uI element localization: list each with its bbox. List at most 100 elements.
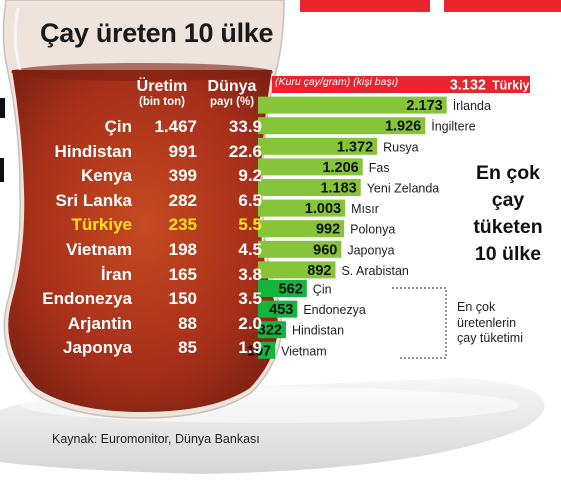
production-cell: 1.467 <box>154 117 197 136</box>
top-white-gap <box>430 0 444 12</box>
bar-country-label: Çin <box>313 283 332 297</box>
side-title-line: En çok <box>476 162 540 184</box>
bar-country-label: S. Arabistan <box>341 264 408 278</box>
production-cell: 165 <box>168 264 197 284</box>
consumption-bars: 3.132 Türkiye 2.173 İrlanda 1.926 İngiltere 1.… <box>247 76 537 359</box>
production-cell: 282 <box>168 190 197 210</box>
share-cell: 22.6 <box>228 141 262 161</box>
country-cell: Endonezya <box>42 289 132 309</box>
bar-m-s-r <box>258 199 346 217</box>
production-cell: 150 <box>168 289 197 309</box>
bar-country-label: Polonya <box>350 223 395 237</box>
share-cell: 1.9 <box>238 338 262 358</box>
share-header-sub: payı (%) <box>209 95 255 108</box>
bar-value-label: 453 <box>269 302 293 318</box>
bar-endonezya <box>258 300 298 318</box>
bar-japonya <box>258 240 342 258</box>
table-row: Kenya 399 9.2 <box>12 166 262 190</box>
side-note-line: En çok <box>457 300 496 314</box>
bar-value-label: 1.183 <box>320 181 356 197</box>
bar-fas <box>258 158 363 176</box>
production-cell: 399 <box>168 166 197 186</box>
bar-country-label: Fas <box>369 161 390 175</box>
production-header-sub: (bin ton) <box>139 95 185 108</box>
production-cell: 85 <box>178 338 197 358</box>
table-row: Sri Lanka 282 6.5 <box>12 191 262 215</box>
production-cell: 198 <box>168 240 197 259</box>
side-title-line: çay <box>491 188 525 211</box>
share-cell: 33.9 <box>228 117 262 136</box>
bar-s-arabistan <box>258 261 336 279</box>
bar-country-label: Hindistan <box>292 324 344 338</box>
bar-country-label: Yeni Zelanda <box>367 182 440 196</box>
edge-mark-bottom <box>0 158 4 182</box>
table-row: Arjantin 88 2.0 <box>12 314 262 338</box>
share-cell: 2.0 <box>238 313 262 333</box>
bar-country-label: İrlanda <box>453 99 491 113</box>
table-row: Hindistan 991 22.6 <box>12 142 262 166</box>
bar-country-label: Rusya <box>383 140 418 154</box>
country-cell: Arjantin <box>67 313 132 333</box>
page-title: Çay üreten 10 ülke <box>40 18 274 48</box>
share-cell: 5.5 <box>238 215 262 235</box>
side-note: En çok üretenlerin çay tüketimi <box>457 300 523 347</box>
bar-value-label: 1.926 <box>385 119 421 135</box>
country-cell: Hindistan <box>54 141 132 161</box>
bar-value-label: 322 <box>258 323 282 339</box>
production-cell: 88 <box>178 313 197 333</box>
consumption-note: (Kuru çay/gram) (kişi başı) <box>275 76 399 88</box>
country-cell: Sri Lanka <box>55 190 132 210</box>
side-title: En çok çay tüketen 10 ülke <box>455 160 561 268</box>
edge-mark-top <box>0 98 5 118</box>
bar--in <box>258 280 307 297</box>
share-cell: 3.8 <box>238 264 262 284</box>
bar-value-label: 197 <box>247 343 271 359</box>
production-header-main: Üretim <box>136 78 188 95</box>
group-bracket <box>392 287 447 359</box>
country-cell: Japonya <box>63 338 132 358</box>
bar-value-label: 992 <box>316 222 340 238</box>
production-cell: 991 <box>168 141 197 161</box>
bar-value-label: 892 <box>307 263 331 279</box>
side-note-line: üretenlerin <box>457 315 517 330</box>
bar-rusya <box>258 137 378 155</box>
bar-value-label: 1.372 <box>337 139 373 155</box>
country-cell: İran <box>100 264 132 284</box>
source-text: Kaynak: Euromonitor, Dünya Bankası <box>52 432 260 446</box>
bar-country-label: İngiltere <box>431 120 476 134</box>
tea-liquid <box>8 70 278 412</box>
bar-value-label: 960 <box>313 242 337 258</box>
bar-country-label: Endonezya <box>303 303 366 317</box>
bar-i-rlanda <box>258 96 447 114</box>
side-title-line: tüketen <box>473 215 543 238</box>
country-cell: Vietnam <box>66 240 132 259</box>
share-header: Dünya payı (%) <box>200 78 264 108</box>
bar-value-label: 1.206 <box>322 160 358 176</box>
table-row: Japonya 85 1.9 <box>12 338 262 362</box>
bar-yeni-zelanda <box>258 179 361 196</box>
bar-country-label: Japonya <box>347 243 394 257</box>
country-cell: Çin <box>104 117 132 136</box>
bar-value-label: 562 <box>279 282 303 298</box>
share-header-main: Dünya <box>207 78 257 95</box>
bar-value-label: 2.173 <box>406 98 442 114</box>
share-cell: 4.5 <box>238 240 262 259</box>
glass-reflection <box>13 7 22 71</box>
side-title-line: 10 ülke <box>474 242 542 265</box>
table-row: Çin 1.467 33.9 <box>12 117 262 141</box>
bar-i-ngiltere <box>258 117 426 135</box>
country-cell: Türkiye <box>71 215 132 235</box>
table-row: Vietnam 198 4.5 <box>12 240 262 264</box>
bar-country-label: Türkiye <box>492 79 537 93</box>
bar-polonya <box>258 220 345 238</box>
bar-hindistan <box>258 321 286 339</box>
bar-value-label: 3.132 <box>450 78 486 94</box>
side-note-line: çay tüketimi <box>457 331 523 346</box>
tea-surface <box>11 63 273 81</box>
bar-country-label: Mısır <box>351 202 379 216</box>
bar-vietnam <box>258 341 276 359</box>
share-cell: 3.5 <box>238 289 262 309</box>
table-row: Türkiye 235 5.5 <box>12 215 262 239</box>
